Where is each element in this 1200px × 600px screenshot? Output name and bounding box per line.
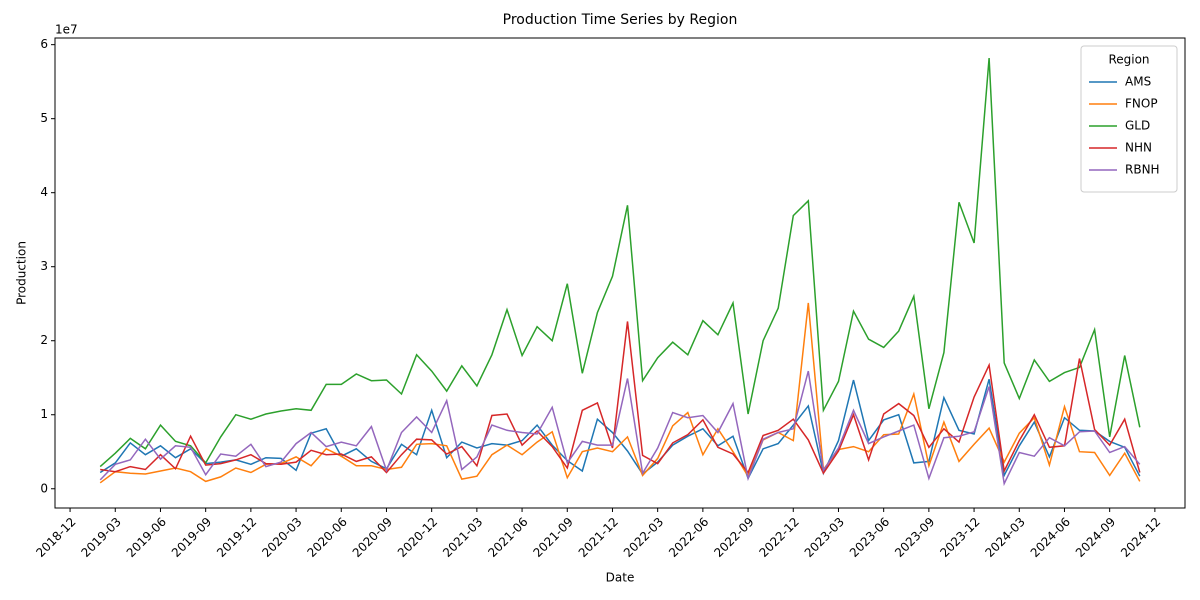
x-tick-label: 2024-06 bbox=[1028, 515, 1073, 560]
x-tick-label: 2021-12 bbox=[576, 515, 621, 560]
x-tick-label: 2021-03 bbox=[440, 515, 485, 560]
x-tick-label: 2020-09 bbox=[350, 515, 395, 560]
x-tick-label: 2023-06 bbox=[847, 515, 892, 560]
x-tick-label: 2019-09 bbox=[169, 515, 214, 560]
x-tick-label: 2024-09 bbox=[1073, 515, 1118, 560]
y-tick-label: 0 bbox=[40, 481, 48, 495]
x-tick-label: 2024-12 bbox=[1118, 515, 1163, 560]
chart-title: Production Time Series by Region bbox=[503, 12, 738, 28]
x-tick-label: 2019-12 bbox=[214, 515, 259, 560]
x-tick-label: 2023-03 bbox=[802, 515, 847, 560]
legend-label: NHN bbox=[1125, 141, 1152, 155]
x-tick-label: 2019-06 bbox=[124, 515, 169, 560]
x-tick-label: 2022-06 bbox=[666, 515, 711, 560]
y-tick-label: 2 bbox=[40, 333, 48, 347]
y-offset-label: 1e7 bbox=[55, 23, 78, 37]
x-tick-label: 2019-03 bbox=[79, 515, 124, 560]
x-tick-label: 2023-12 bbox=[937, 515, 982, 560]
x-tick-label: 2020-03 bbox=[259, 515, 304, 560]
x-tick-label: 2020-12 bbox=[395, 515, 440, 560]
y-tick-label: 1 bbox=[40, 407, 48, 421]
x-tick-label: 2023-09 bbox=[892, 515, 937, 560]
x-tick-label: 2018-12 bbox=[33, 515, 78, 560]
x-tick-label: 2022-03 bbox=[621, 515, 666, 560]
x-tick-label: 2021-06 bbox=[485, 515, 530, 560]
legend-title: Region bbox=[1108, 53, 1149, 67]
legend-label: RBNH bbox=[1125, 163, 1160, 177]
legend-label: GLD bbox=[1125, 119, 1150, 133]
x-axis-label: Date bbox=[606, 571, 635, 585]
x-tick-label: 2024-03 bbox=[983, 515, 1028, 560]
y-tick-label: 4 bbox=[40, 185, 48, 199]
y-tick-label: 6 bbox=[40, 37, 48, 51]
legend-label: FNOP bbox=[1125, 97, 1158, 111]
y-tick-label: 5 bbox=[40, 111, 48, 125]
series-line bbox=[99, 57, 1141, 468]
series-line bbox=[99, 302, 1141, 484]
legend: Region AMS FNOP GLD NHN RBNH bbox=[1080, 45, 1178, 193]
x-tick-label: 2021-09 bbox=[531, 515, 576, 560]
x-tick-label: 2022-09 bbox=[711, 515, 756, 560]
legend-label: AMS bbox=[1125, 75, 1151, 89]
series-line bbox=[99, 370, 1141, 487]
x-tick-label: 2022-12 bbox=[757, 515, 802, 560]
y-tick-label: 3 bbox=[40, 259, 48, 273]
x-tick-label: 2020-06 bbox=[305, 515, 350, 560]
plot-frame bbox=[54, 37, 1186, 509]
series-line bbox=[99, 379, 1141, 481]
y-axis-label: Production bbox=[15, 241, 29, 305]
